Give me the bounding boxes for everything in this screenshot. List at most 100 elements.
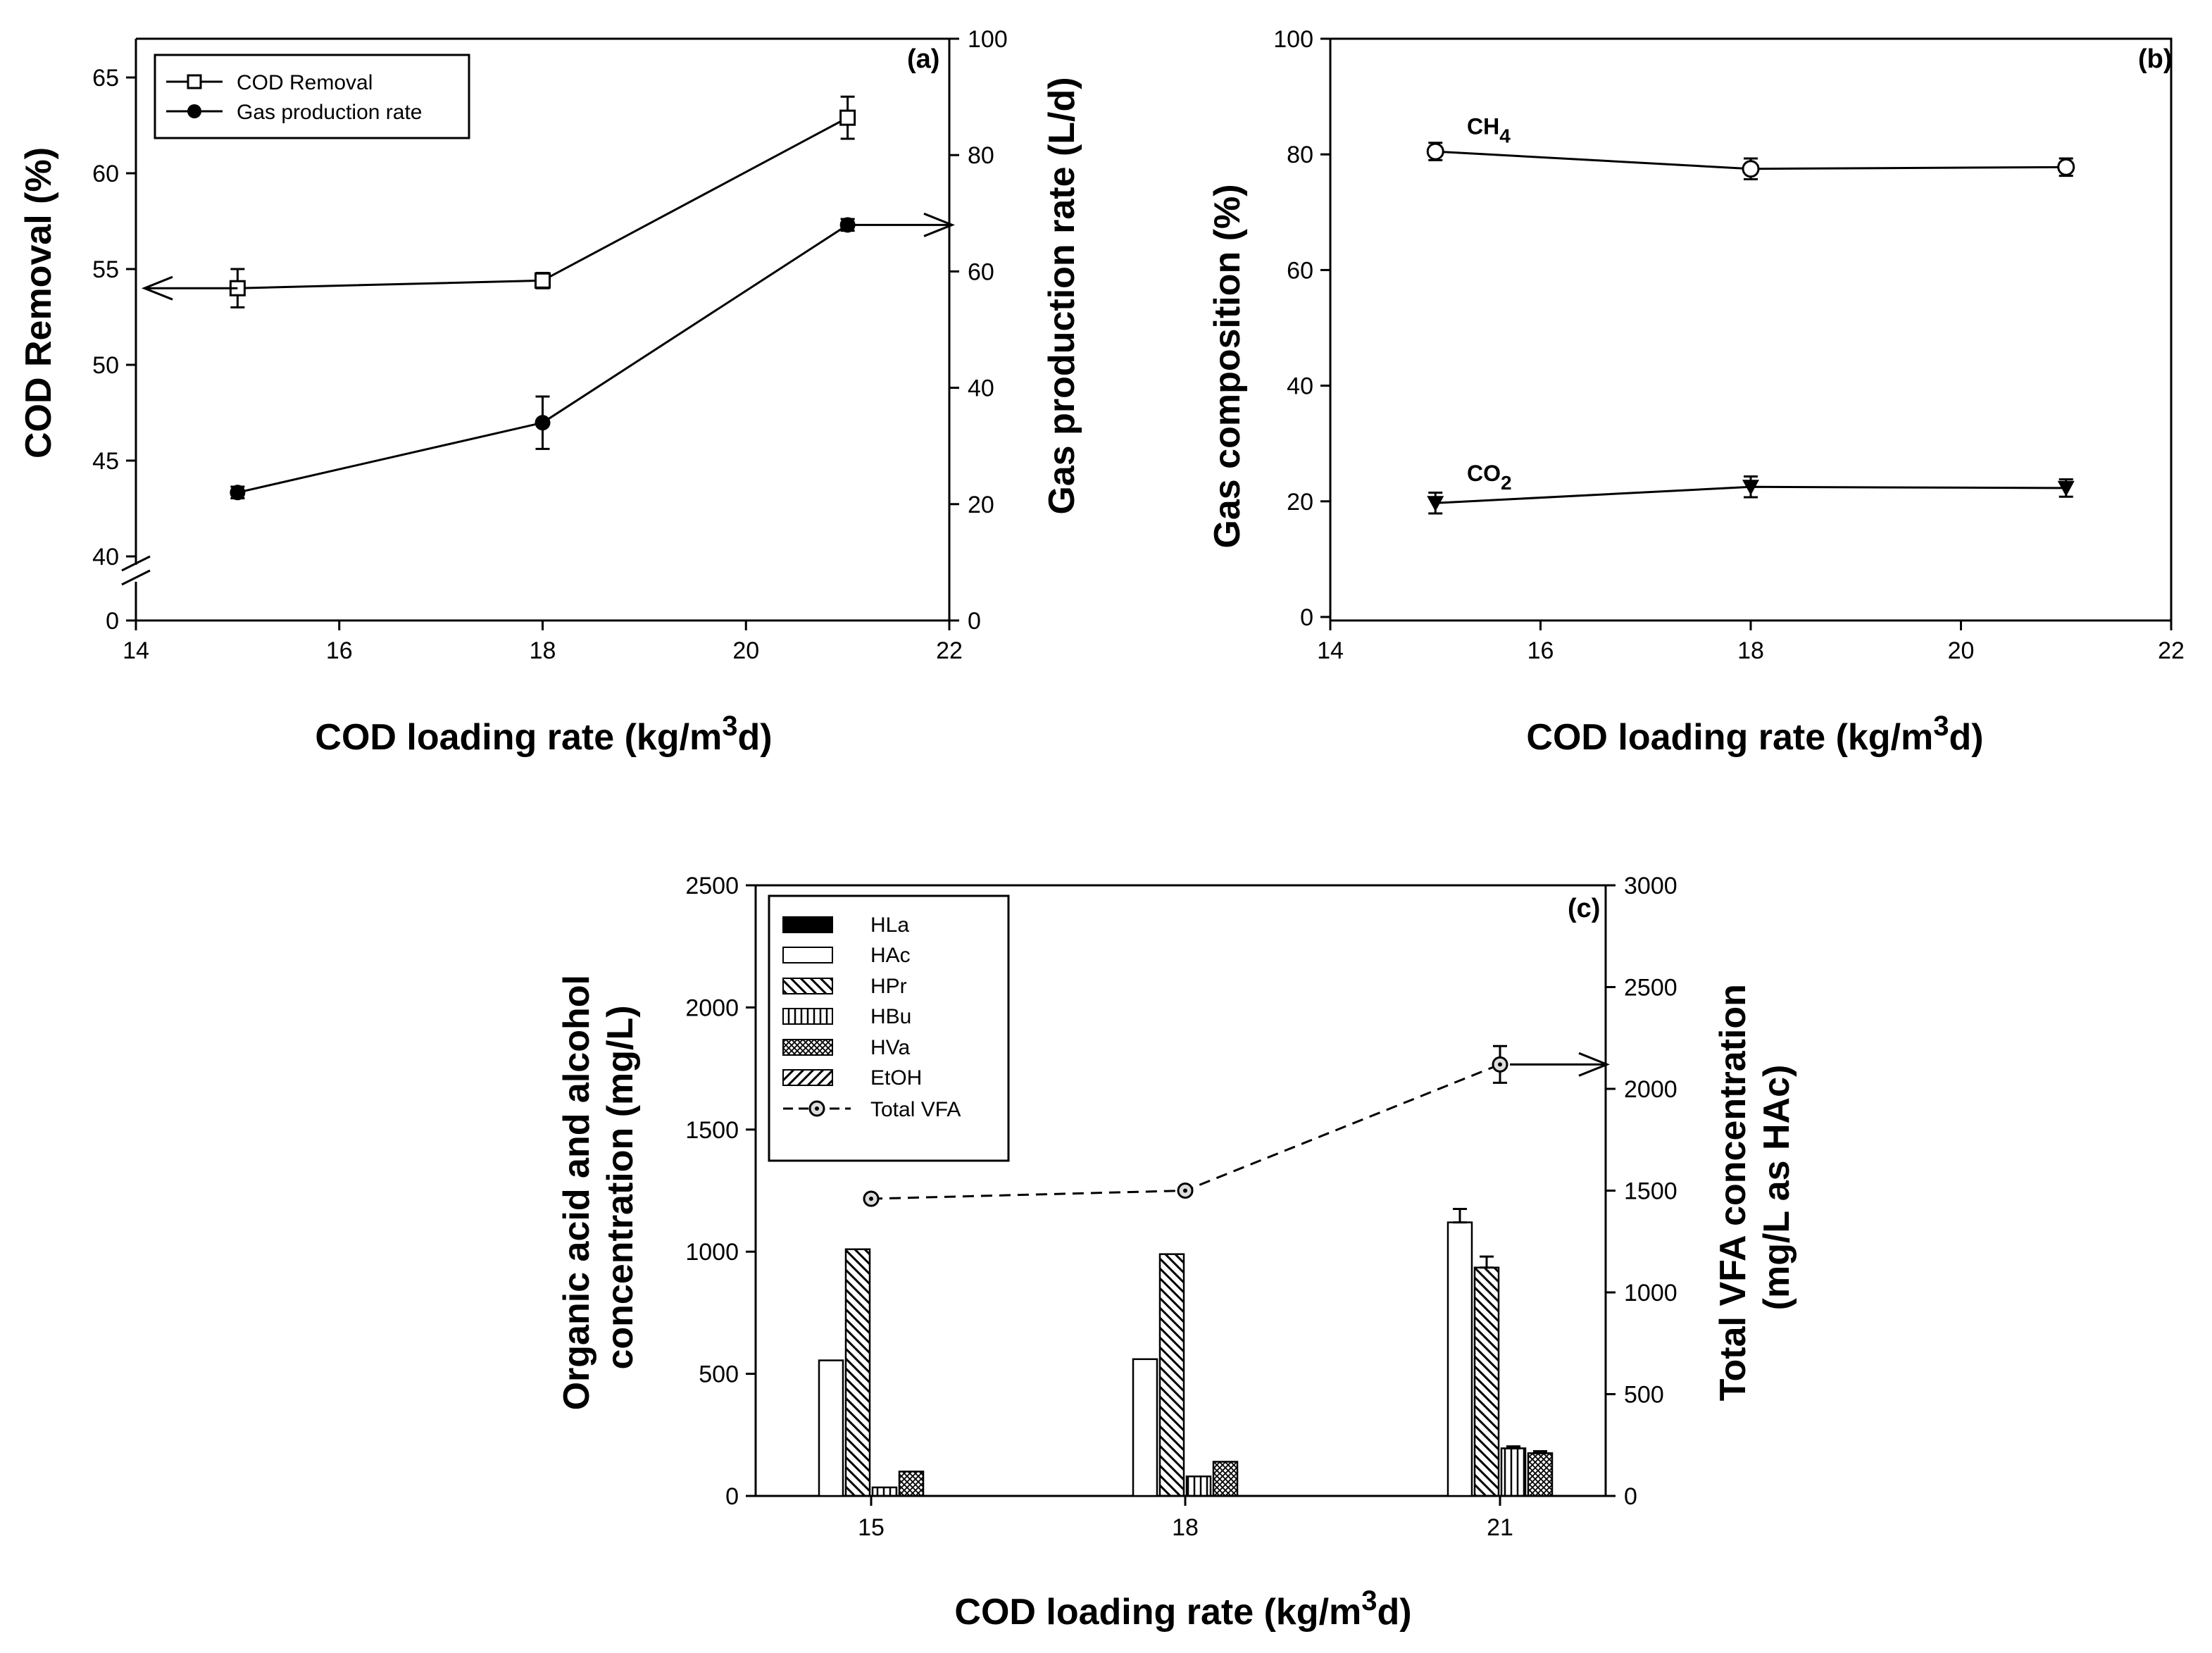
bar-hbu-15	[871, 1486, 898, 1497]
panel-a-y-axis-label: COD Removal (%)	[18, 147, 59, 459]
panel-c-y2-tick-2000: 2000	[1624, 1076, 1677, 1103]
bar-hbu-21	[1500, 1447, 1527, 1497]
panel-a-y2-tick-80: 80	[968, 142, 994, 169]
panel-c-y-tick-2000: 2000	[685, 994, 739, 1021]
panel-a-y-tick-60: 60	[92, 161, 119, 187]
legend-label-etoh: EtOH	[870, 1066, 922, 1090]
legend-label-total-vfa: Total VFA	[870, 1098, 961, 1121]
legend-swatch-hbu	[782, 1008, 833, 1025]
panel-c-y-tick-1500: 1500	[685, 1117, 739, 1144]
panel-b-x-tick-20: 20	[1948, 637, 1975, 664]
panel-a-x-axis-label: COD loading rate (kg/m3d)	[315, 711, 772, 758]
legend-swatch-hla	[782, 916, 833, 933]
legend-marker-cod-removal	[187, 74, 202, 89]
panel-c-y2-tick-0: 0	[1624, 1483, 1637, 1510]
legend-label-hpr: HPr	[870, 975, 907, 998]
panel-b-y-tick-60: 60	[1287, 257, 1313, 284]
panel-b-y-tick-80: 80	[1287, 142, 1313, 168]
legend-label-hbu: HBu	[870, 1005, 911, 1028]
panel-c-y2-tick-500: 500	[1624, 1382, 1664, 1409]
point-cod-removal-18	[535, 272, 551, 289]
panel-c-x-axis-label: COD loading rate (kg/m3d)	[954, 1585, 1411, 1633]
panel-b-y-tick-40: 40	[1287, 373, 1313, 400]
panel-c-y-tick-0: 0	[725, 1483, 739, 1510]
panel-a-x-tick-14: 14	[123, 637, 149, 664]
panel-b-frame	[1329, 37, 2173, 622]
bar-hpr-15	[844, 1248, 871, 1497]
panel-b-y-tick-0: 0	[1300, 604, 1313, 631]
legend-label-cod-removal: COD Removal	[237, 71, 373, 94]
bar-hva-15	[898, 1471, 925, 1497]
panel-c-y2-tick-3000: 3000	[1624, 873, 1677, 899]
panel-a-y-tick-zero: 0	[106, 608, 119, 635]
series-line-cod-removal	[237, 116, 849, 289]
panel-a-y-tick-40: 40	[92, 544, 119, 570]
panel-b-x-tick-22: 22	[2158, 637, 2185, 664]
panel-a-y2-tick-60: 60	[968, 258, 994, 285]
panel-a-y-tick-45: 45	[92, 448, 119, 475]
point-gas-production-rate-18	[535, 415, 551, 431]
point-co2-15	[1427, 496, 1444, 512]
panel-a-y2-tick-0: 0	[968, 608, 981, 635]
point-gas-production-rate-15	[230, 485, 246, 501]
legend-label-gas-production-rate: Gas production rate	[237, 101, 422, 124]
panel-b-x-axis-label: COD loading rate (kg/m3d)	[1526, 711, 1983, 758]
panel-a-y2-tick-20: 20	[968, 492, 994, 518]
bar-hva-21	[1527, 1452, 1554, 1497]
panel-c: 0 500 1000 1500 2000 2500 0 500 1000 1500 2000 2500…	[556, 873, 1797, 1633]
point-co2-21	[2057, 480, 2075, 497]
annotation-ch4: CH4	[1467, 113, 1511, 146]
panel-c-y2-tick-1500: 1500	[1624, 1178, 1677, 1205]
panel-a-x-tick-20: 20	[732, 637, 759, 664]
point-co2-18	[1742, 480, 1759, 496]
panel-a-x-tick-16: 16	[326, 637, 353, 664]
panel-b-plot: 14 16 18 20 22 0 20 40 60 80 100 CH4 CO2	[1273, 26, 2185, 664]
legend-label-hla: HLa	[870, 913, 909, 937]
panel-c-x-tick-18: 18	[1172, 1514, 1199, 1541]
bar-hva-18	[1212, 1461, 1239, 1497]
bar-hac-15	[818, 1359, 844, 1497]
series-line-gas-production-rate	[237, 224, 849, 494]
panel-b-x-tick-18: 18	[1737, 637, 1764, 664]
annotation-co2: CO2	[1467, 461, 1512, 494]
panel-c-y2-tick-2500: 2500	[1624, 975, 1677, 1002]
panel-c-y-axis-label: Organic acid and alcohol concentration (…	[556, 965, 641, 1411]
bar-hpr-18	[1158, 1253, 1185, 1497]
point-ch4-21	[2057, 158, 2075, 176]
point-cod-removal-21	[839, 109, 856, 126]
legend-swatch-hac	[782, 947, 833, 963]
panel-c-y2-tick-1000: 1000	[1624, 1280, 1677, 1306]
panel-a-y-tick-55: 55	[92, 256, 119, 283]
bar-hac-18	[1132, 1358, 1158, 1497]
bar-hbu-18	[1185, 1476, 1212, 1497]
panel-b-y-axis-label: Gas composition (%)	[1207, 184, 1248, 548]
panel-a-x-tick-18: 18	[530, 637, 556, 664]
panel-a-plot: 14 16 18 20 22 40 45 50 55 60 65 0 0 20 40 60 80 100	[92, 26, 1008, 664]
panel-a-y2-axis-label: Gas production rate (L/d)	[1042, 77, 1082, 514]
panel-a-legend: COD Removal Gas production rate	[154, 54, 470, 139]
panel-a-label: (a)	[907, 44, 939, 74]
legend-swatch-etoh	[782, 1069, 833, 1086]
panel-a-x-tick-22: 22	[936, 637, 963, 664]
legend-swatch-hva	[782, 1039, 833, 1056]
panel-a-y-tick-65: 65	[92, 65, 119, 92]
point-ch4-18	[1742, 160, 1760, 178]
bar-hac-21	[1446, 1221, 1473, 1497]
point-ch4-15	[1426, 142, 1444, 161]
panel-c-y-tick-500: 500	[699, 1361, 739, 1388]
panel-c-x-tick-15: 15	[858, 1514, 885, 1541]
panel-b-y-tick-20: 20	[1287, 489, 1313, 516]
legend-swatch-hpr	[782, 978, 833, 994]
panel-c-label: (c)	[1568, 894, 1600, 923]
panel-b-y-tick-100: 100	[1273, 26, 1313, 53]
panel-b-label: (b)	[2138, 44, 2173, 74]
panel-b-x-tick-16: 16	[1527, 637, 1554, 664]
legend-label-hva: HVa	[870, 1036, 910, 1059]
panel-b: 14 16 18 20 22 0 20 40 60 80 100 CH4 CO2 (b) COD loa…	[1207, 26, 2185, 758]
panel-a-y2-tick-100: 100	[968, 26, 1008, 53]
panel-c-x-tick-21: 21	[1487, 1514, 1513, 1541]
panel-a-y2-tick-40: 40	[968, 375, 994, 402]
panel-b-x-tick-14: 14	[1317, 637, 1344, 664]
